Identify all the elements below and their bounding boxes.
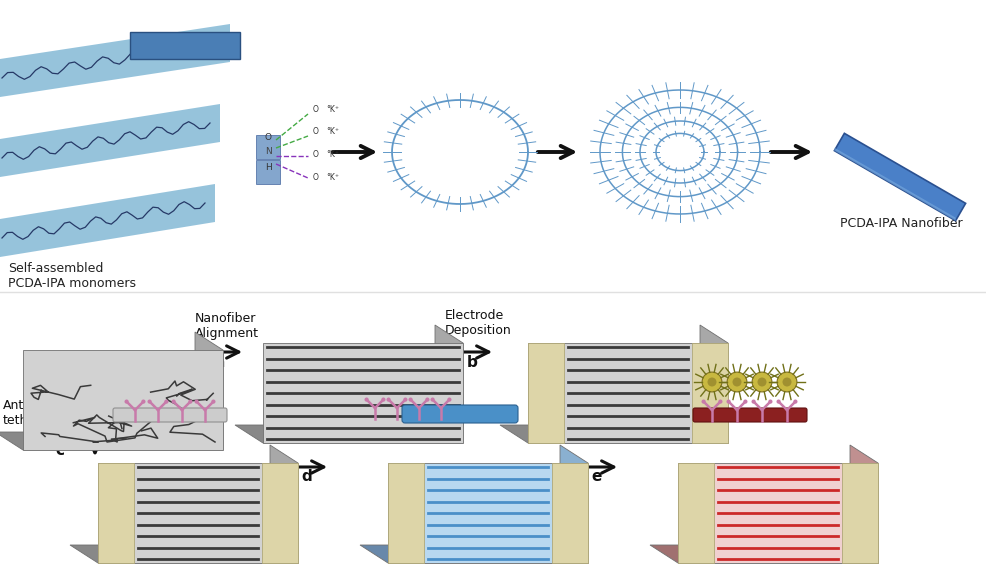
Polygon shape [235, 425, 463, 443]
Circle shape [148, 400, 152, 404]
Circle shape [382, 397, 386, 401]
Text: °K⁺: °K⁺ [326, 150, 339, 159]
Polygon shape [560, 445, 588, 563]
Polygon shape [842, 463, 878, 563]
Polygon shape [388, 463, 424, 563]
Circle shape [165, 400, 169, 404]
FancyBboxPatch shape [693, 408, 807, 422]
Circle shape [365, 397, 369, 401]
Circle shape [702, 372, 722, 392]
Circle shape [425, 397, 430, 401]
Text: a: a [215, 355, 225, 370]
Text: c: c [55, 443, 64, 458]
Circle shape [751, 400, 755, 404]
Circle shape [777, 400, 781, 404]
Circle shape [448, 397, 452, 401]
Circle shape [727, 400, 731, 404]
Text: °K⁺: °K⁺ [326, 173, 339, 182]
Circle shape [701, 400, 706, 404]
Circle shape [431, 397, 435, 401]
Text: O: O [313, 173, 318, 182]
Circle shape [768, 400, 772, 404]
FancyBboxPatch shape [113, 408, 227, 422]
Polygon shape [0, 104, 220, 177]
Circle shape [124, 400, 129, 404]
Polygon shape [500, 425, 728, 443]
Text: O: O [264, 133, 271, 142]
Polygon shape [130, 32, 240, 59]
Text: O: O [313, 127, 318, 136]
Circle shape [718, 400, 723, 404]
Text: H: H [264, 163, 271, 171]
Polygon shape [256, 160, 280, 184]
Polygon shape [528, 343, 728, 443]
Polygon shape [700, 325, 728, 443]
Text: UV: UV [283, 432, 303, 446]
FancyBboxPatch shape [402, 405, 518, 423]
Text: Nanofiber
Alignment: Nanofiber Alignment [195, 312, 259, 340]
Polygon shape [388, 463, 588, 563]
Circle shape [733, 378, 741, 387]
Polygon shape [270, 445, 298, 563]
Polygon shape [360, 545, 588, 563]
Circle shape [727, 372, 747, 392]
Polygon shape [0, 432, 223, 450]
Polygon shape [70, 545, 298, 563]
Polygon shape [195, 332, 223, 450]
Text: Antibody
tethering: Antibody tethering [3, 399, 60, 427]
Text: Pathogen: Pathogen [573, 429, 638, 443]
Circle shape [743, 400, 747, 404]
Circle shape [777, 372, 797, 392]
Text: PCDA-IPA Nanofiber: PCDA-IPA Nanofiber [840, 217, 962, 230]
Polygon shape [23, 350, 223, 450]
Polygon shape [678, 463, 714, 563]
Circle shape [794, 400, 798, 404]
Polygon shape [834, 133, 965, 221]
Polygon shape [528, 343, 564, 443]
Circle shape [408, 397, 413, 401]
Polygon shape [262, 463, 298, 563]
Text: °K⁺: °K⁺ [326, 105, 339, 114]
Polygon shape [552, 463, 588, 563]
Text: O: O [313, 105, 318, 114]
Text: e: e [592, 469, 602, 484]
Polygon shape [850, 445, 878, 563]
Text: Self-assembled
PCDA-IPA monomers: Self-assembled PCDA-IPA monomers [8, 262, 136, 290]
Circle shape [708, 378, 717, 387]
Circle shape [188, 400, 192, 404]
Circle shape [141, 400, 146, 404]
Polygon shape [678, 463, 878, 563]
Circle shape [752, 372, 772, 392]
Circle shape [211, 400, 216, 404]
Text: b: b [466, 355, 477, 370]
Polygon shape [650, 545, 878, 563]
Polygon shape [263, 343, 463, 443]
Text: N: N [264, 147, 271, 156]
Polygon shape [98, 463, 298, 563]
Text: O: O [313, 150, 318, 159]
Polygon shape [834, 147, 955, 221]
Circle shape [403, 397, 407, 401]
Text: Electrode
Deposition: Electrode Deposition [445, 309, 512, 337]
Polygon shape [98, 463, 134, 563]
Polygon shape [0, 24, 230, 97]
Circle shape [387, 397, 390, 401]
Circle shape [172, 400, 176, 404]
Text: °K⁺: °K⁺ [326, 127, 339, 136]
Polygon shape [435, 325, 463, 443]
Circle shape [757, 378, 766, 387]
Polygon shape [256, 135, 280, 159]
Circle shape [194, 400, 199, 404]
Circle shape [783, 378, 792, 387]
Text: d: d [302, 469, 313, 484]
Polygon shape [692, 343, 728, 443]
Polygon shape [0, 184, 215, 257]
